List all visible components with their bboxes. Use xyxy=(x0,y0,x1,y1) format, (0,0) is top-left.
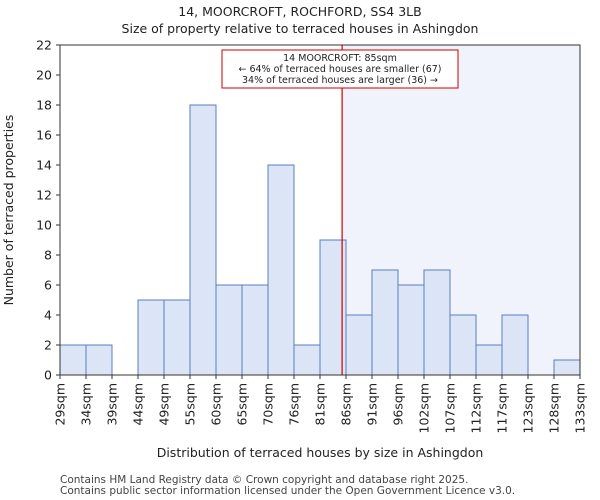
bar-86sqm xyxy=(345,314,373,376)
y-tick-label: 6 xyxy=(44,278,52,293)
y-tick-label: 4 xyxy=(44,308,52,323)
bar-60sqm xyxy=(215,284,243,376)
x-tick-label: 44sqm xyxy=(131,383,146,426)
x-tick-label: 117sqm xyxy=(495,383,510,433)
annotation-title: 14 MOORCROFT: 85sqm xyxy=(283,53,397,64)
x-tick-label: 96sqm xyxy=(391,383,406,426)
x-tick-label: 60sqm xyxy=(209,383,224,426)
bar-55sqm xyxy=(189,104,217,376)
bar-112sqm xyxy=(475,344,503,376)
x-tick-label: 81sqm xyxy=(313,383,328,426)
annotation-larger: 34% of terraced houses are larger (36) → xyxy=(242,75,438,86)
annotation-box: 14 MOORCROFT: 85sqm ← 64% of terraced ho… xyxy=(221,49,459,89)
bar-44sqm xyxy=(137,299,165,376)
x-tick-label: 133sqm xyxy=(573,383,588,433)
x-tick-label: 55sqm xyxy=(183,383,198,426)
y-tick-label: 2 xyxy=(44,338,52,353)
y-tick-label: 18 xyxy=(36,98,52,113)
y-tick-label: 14 xyxy=(36,158,52,173)
x-axis-label: Distribution of terraced houses by size … xyxy=(157,445,484,460)
x-tick-label: 123sqm xyxy=(521,383,536,433)
annotation-smaller: ← 64% of terraced houses are smaller (67… xyxy=(238,64,441,75)
bar-107sqm xyxy=(449,314,477,376)
chart-title: 14, MOORCROFT, ROCHFORD, SS4 3LB xyxy=(178,4,422,19)
x-tick-label: 112sqm xyxy=(469,383,484,433)
footer-copyright: Contains HM Land Registry data © Crown c… xyxy=(60,474,469,486)
x-tick-label: 76sqm xyxy=(287,383,302,426)
x-tick-label: 102sqm xyxy=(417,383,432,433)
x-tick-label: 29sqm xyxy=(53,383,68,426)
bar-102sqm xyxy=(423,269,451,376)
bar-70sqm xyxy=(267,164,295,376)
bar-29sqm xyxy=(59,344,87,376)
footer-licence: Contains public sector information licen… xyxy=(60,485,516,497)
histogram-chart: 0 2 4 6 8 10 12 14 16 18 20 22 29sqm 34sqm 39sqm 44sqm… xyxy=(1,38,588,461)
bar-117sqm xyxy=(501,314,529,376)
y-tick-label: 0 xyxy=(44,368,52,383)
bar-96sqm xyxy=(397,284,425,376)
y-axis-label: Number of terraced properties xyxy=(1,115,16,306)
x-tick-label: 70sqm xyxy=(261,383,276,426)
x-tick-label: 91sqm xyxy=(365,383,380,426)
x-tick-label: 39sqm xyxy=(105,383,120,426)
x-tick-label: 86sqm xyxy=(339,383,354,426)
bar-34sqm xyxy=(85,344,113,376)
chart-subtitle: Size of property relative to terraced ho… xyxy=(121,21,479,36)
x-tick-label: 128sqm xyxy=(547,383,562,433)
x-tick-label: 65sqm xyxy=(235,383,250,426)
y-tick-label: 8 xyxy=(44,248,52,263)
y-tick-label: 20 xyxy=(36,68,52,83)
y-tick-label: 16 xyxy=(36,128,52,143)
bar-65sqm xyxy=(241,284,269,376)
x-tick-label: 34sqm xyxy=(79,383,94,426)
y-tick-label: 22 xyxy=(36,38,52,53)
bar-76sqm xyxy=(293,344,321,376)
y-tick-label: 12 xyxy=(36,188,52,203)
x-tick-label: 107sqm xyxy=(443,383,458,433)
bar-49sqm xyxy=(163,299,191,376)
bar-128sqm xyxy=(553,359,581,376)
x-tick-label: 49sqm xyxy=(157,383,172,426)
y-tick-label: 10 xyxy=(36,218,52,233)
bar-91sqm xyxy=(371,269,399,376)
